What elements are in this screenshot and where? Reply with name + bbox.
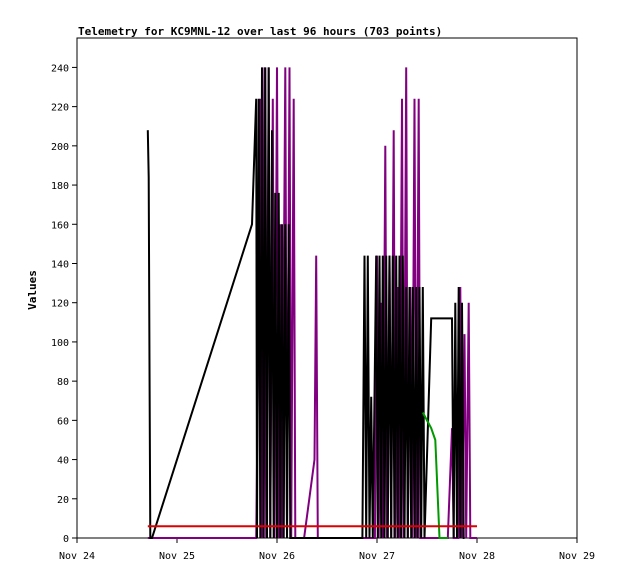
y-tick-label: 200 (51, 142, 69, 153)
x-tick-label: Nov 26 (259, 551, 295, 562)
y-axis: 0 20 40 60 80 100 120 140 160 180 200 220 240 (51, 63, 77, 545)
x-tick-label: Nov 25 (159, 551, 195, 562)
chart-title: Telemetry for KC9MNL-12 over last 96 hou… (78, 25, 442, 38)
x-tick-label: Nov 24 (59, 551, 95, 562)
y-tick-label: 140 (51, 259, 69, 270)
y-tick-label: 80 (57, 377, 69, 388)
y-tick-label: 240 (51, 63, 69, 74)
y-tick-label: 60 (57, 416, 69, 427)
y-tick-label: 160 (51, 220, 69, 231)
y-tick-label: 40 (57, 456, 69, 467)
plot-frame (76, 37, 578, 539)
y-tick-label: 120 (51, 299, 69, 310)
y-tick-label: 0 (63, 534, 69, 545)
series-group (146, 67, 477, 539)
y-tick-label: 180 (51, 181, 69, 192)
series-line-2 (146, 67, 465, 539)
y-tick-label: 20 (57, 495, 69, 506)
y-tick-label: 220 (51, 103, 69, 114)
y-axis-label: Values (26, 270, 39, 310)
x-axis: Nov 24 Nov 25 Nov 26 Nov 27 Nov 28 Nov 29 (59, 538, 595, 562)
x-tick-label: Nov 28 (459, 551, 495, 562)
x-tick-label: Nov 27 (359, 551, 395, 562)
y-tick-label: 100 (51, 338, 69, 349)
series-line-3 (421, 412, 448, 539)
x-tick-label: Nov 29 (559, 551, 595, 562)
